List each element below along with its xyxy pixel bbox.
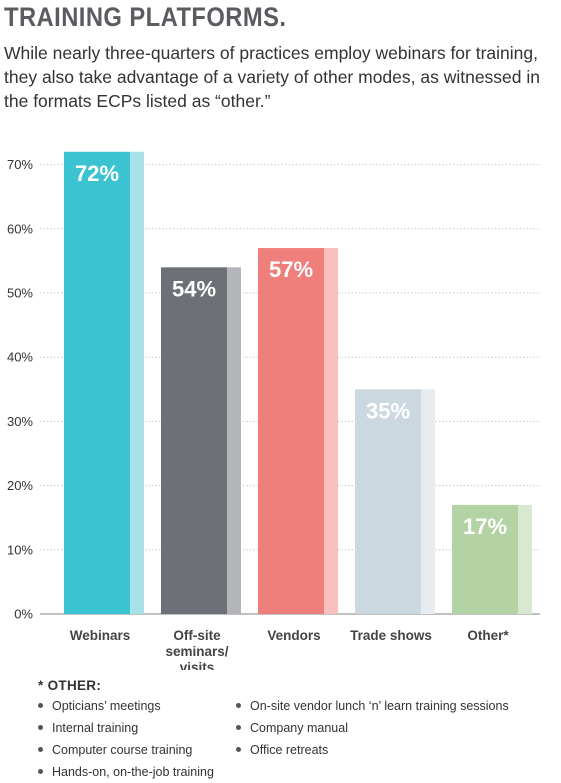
bar-shadow: [130, 151, 144, 614]
bullet-icon: [38, 703, 43, 709]
list-item: On-site vendor lunch ‘n’ learn training …: [236, 695, 509, 717]
y-tick-label: 30%: [7, 414, 33, 429]
bar: [64, 151, 130, 614]
bar-value-label: 57%: [269, 257, 313, 282]
bar-value-label: 72%: [75, 161, 119, 186]
y-tick-label: 0%: [14, 607, 33, 622]
y-tick-label: 20%: [7, 478, 33, 493]
list-item-text: Hands-on, on-the-job training: [52, 765, 214, 779]
y-tick-label: 40%: [7, 350, 33, 365]
list-item: Internal training: [38, 717, 214, 739]
other-heading: * OTHER:: [38, 678, 102, 693]
y-tick-label: 50%: [7, 286, 33, 301]
bullet-icon: [236, 703, 241, 709]
list-item-text: Internal training: [52, 721, 139, 735]
list-item: Computer course training: [38, 739, 214, 761]
bar-value-label: 17%: [463, 514, 507, 539]
other-list-right: On-site vendor lunch ‘n’ learn training …: [236, 695, 509, 761]
bar: [258, 248, 324, 614]
bar: [355, 389, 421, 614]
category-label: Off-site: [173, 628, 221, 643]
bar-shadow: [518, 504, 532, 614]
list-item-text: On-site vendor lunch ‘n’ learn training …: [250, 699, 509, 713]
y-tick-label: 70%: [7, 157, 33, 172]
bars: [64, 151, 532, 614]
category-label: Vendors: [267, 628, 320, 643]
bar-chart: 0%10%20%30%40%50%60%70% 72%54%57%35%17% …: [7, 151, 540, 670]
list-item: Opticians’ meetings: [38, 695, 214, 717]
list-item-text: Computer course training: [52, 743, 193, 757]
y-axis-ticks: 0% 10% 20% 30% 40% 50% 60% 70%: [7, 157, 33, 621]
bullet-icon: [38, 769, 43, 775]
other-list-left: Opticians’ meetings Internal training Comp…: [38, 695, 214, 783]
category-label: visits: [180, 660, 215, 670]
list-item: Office retreats: [236, 739, 509, 761]
y-tick-label: 60%: [7, 221, 33, 236]
bullet-icon: [236, 747, 241, 753]
list-item: Company manual: [236, 717, 509, 739]
category-label: Webinars: [70, 628, 131, 643]
list-item-text: Company manual: [250, 721, 348, 735]
bar-value-label: 54%: [172, 276, 216, 301]
category-label: seminars/: [165, 644, 228, 659]
bar-shadow: [227, 267, 241, 614]
bullet-icon: [38, 747, 43, 753]
chart-subtitle: While nearly three-quarters of practices…: [4, 43, 541, 111]
category-label: Trade shows: [350, 628, 432, 643]
category-label: Other*: [467, 628, 509, 643]
bar-shadow: [421, 389, 435, 614]
bullet-icon: [38, 725, 43, 731]
bar-shadow: [324, 248, 338, 614]
y-tick-label: 10%: [7, 542, 33, 557]
chart-title: TRAINING PLATFORMS.: [4, 2, 287, 32]
bar: [161, 267, 227, 614]
list-item-text: Office retreats: [250, 743, 329, 757]
list-item: Hands-on, on-the-job training: [38, 761, 214, 783]
value-labels: 72% 54% 57% 35% 17%: [75, 161, 507, 539]
bar-value-label: 35%: [366, 398, 410, 423]
list-item-text: Opticians’ meetings: [52, 699, 161, 713]
bullet-icon: [236, 725, 241, 731]
bar: [452, 504, 518, 614]
